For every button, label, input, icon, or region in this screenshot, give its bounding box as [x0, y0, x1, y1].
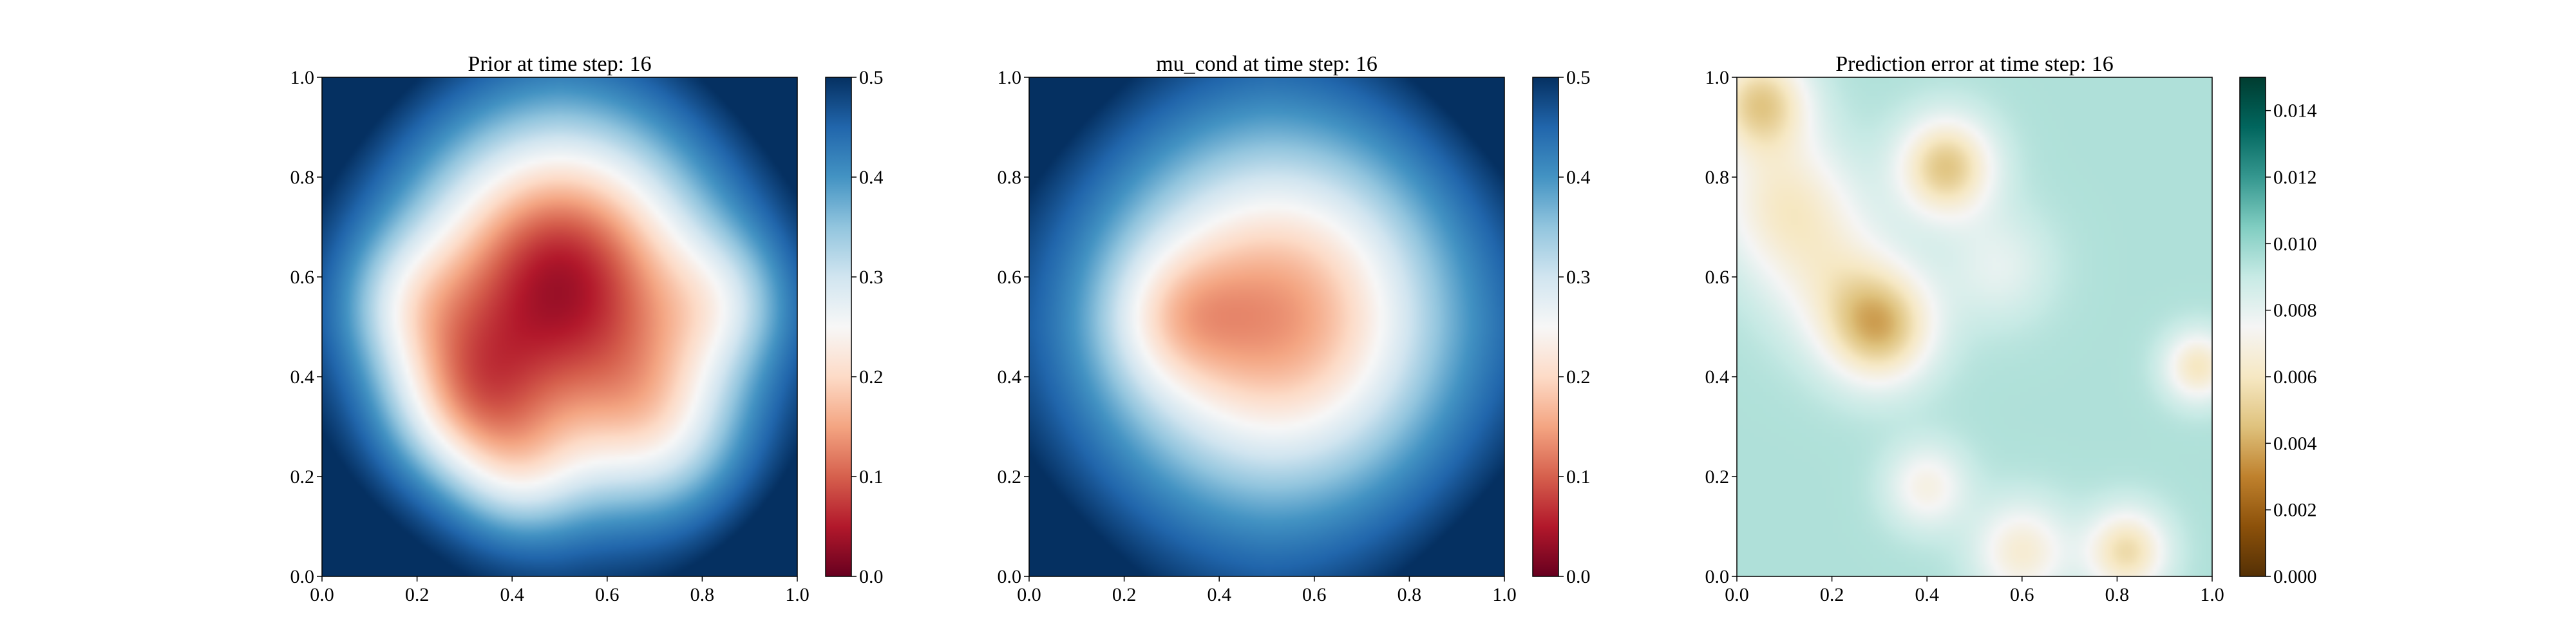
- colorbar-tick-label: 0.2: [1566, 366, 1591, 388]
- plot-frame: [1028, 77, 1505, 577]
- y-tick-label: 0.2: [1705, 466, 1730, 488]
- colorbar-tick-label: 0.1: [1566, 466, 1591, 488]
- y-tick-label: 0.0: [290, 566, 315, 587]
- chart-panel-2: mu_cond at time step: 16 0.0 0.2 0.4 0.6 0.8 1…: [998, 52, 1591, 605]
- plot-frame: [1736, 77, 2213, 577]
- x-tick-label: 1.0: [1492, 584, 1517, 605]
- colorbar-tick-label: 0.0: [1566, 566, 1591, 587]
- x-tick-label: 0.2: [1820, 584, 1844, 605]
- chart-title: mu_cond at time step: 16: [1156, 52, 1378, 76]
- x-tick-label: 0.8: [690, 584, 715, 605]
- chart-panel-3: Prediction error at time step: 16 0.0 0.2 0…: [1705, 52, 2317, 605]
- y-tick-label: 0.6: [1705, 267, 1730, 288]
- x-tick-label: 0.0: [310, 584, 334, 605]
- y-tick-label: 0.0: [1705, 566, 1730, 587]
- x-tick-label: 0.6: [595, 584, 620, 605]
- colorbar-tick-label: 0.5: [1566, 67, 1591, 88]
- y-tick-label: 0.2: [290, 466, 315, 488]
- colorbar-tick-label: 0.0: [859, 566, 884, 587]
- colorbar: [825, 77, 852, 577]
- colorbar: [2239, 77, 2266, 577]
- y-tick-label: 0.4: [290, 366, 315, 388]
- x-tick-label: 0.4: [500, 584, 524, 605]
- colorbar-tick-label: 0.3: [859, 267, 884, 288]
- y-tick-label: 1.0: [1705, 67, 1730, 88]
- colorbar-tick-label: 0.014: [2273, 100, 2317, 122]
- x-tick-label: 0.8: [2105, 584, 2130, 605]
- heatmap-field: [1029, 77, 1504, 576]
- x-tick-label: 0.2: [1112, 584, 1137, 605]
- x-tick-label: 0.6: [2010, 584, 2034, 605]
- colorbar-tick-label: 0.4: [1566, 167, 1591, 188]
- colorbar-tick-label: 0.3: [1566, 267, 1591, 288]
- y-tick-label: 0.8: [998, 167, 1022, 188]
- colorbar-tick-label: 0.012: [2273, 167, 2317, 188]
- x-tick-label: 0.4: [1915, 584, 1939, 605]
- heatmap-field: [1737, 77, 2212, 576]
- colorbar-tick-label: 0.1: [859, 466, 884, 488]
- colorbar-tick-label: 0.006: [2273, 366, 2317, 388]
- colorbar-tick-label: 0.000: [2273, 566, 2317, 587]
- y-tick-label: 0.6: [290, 267, 315, 288]
- colorbar-tick-label: 0.4: [859, 167, 884, 188]
- y-tick-label: 0.8: [290, 167, 315, 188]
- x-tick-label: 0.0: [1017, 584, 1041, 605]
- y-tick-label: 0.2: [998, 466, 1022, 488]
- colorbar-tick-label: 0.008: [2273, 300, 2317, 321]
- x-tick-label: 0.8: [1397, 584, 1422, 605]
- y-tick-label: 0.0: [998, 566, 1022, 587]
- chart-title: Prediction error at time step: 16: [1835, 52, 2114, 76]
- chart-panel-1: Prior at time step: 16 0.0 0.2 0.4 0.6 0.8 1.0…: [290, 52, 884, 605]
- y-tick-label: 0.8: [1705, 167, 1730, 188]
- colorbar: [1532, 77, 1559, 577]
- x-tick-label: 1.0: [785, 584, 810, 605]
- x-tick-label: 0.2: [405, 584, 430, 605]
- x-tick-label: 0.6: [1302, 584, 1327, 605]
- colorbar-tick-label: 0.004: [2273, 433, 2317, 454]
- y-tick-label: 1.0: [998, 67, 1022, 88]
- colorbar-tick-label: 0.2: [859, 366, 884, 388]
- plot-frame: [321, 77, 798, 577]
- y-tick-label: 0.4: [998, 366, 1022, 388]
- chart-title: Prior at time step: 16: [468, 52, 651, 76]
- y-tick-label: 0.4: [1705, 366, 1730, 388]
- y-tick-label: 1.0: [290, 67, 315, 88]
- colorbar-tick-label: 0.5: [859, 67, 884, 88]
- y-tick-label: 0.6: [998, 267, 1022, 288]
- x-tick-label: 1.0: [2200, 584, 2224, 605]
- heatmap-field: [322, 77, 797, 576]
- colorbar-tick-label: 0.010: [2273, 233, 2317, 254]
- x-tick-label: 0.4: [1207, 584, 1231, 605]
- x-tick-label: 0.0: [1725, 584, 1749, 605]
- colorbar-tick-label: 0.002: [2273, 500, 2317, 521]
